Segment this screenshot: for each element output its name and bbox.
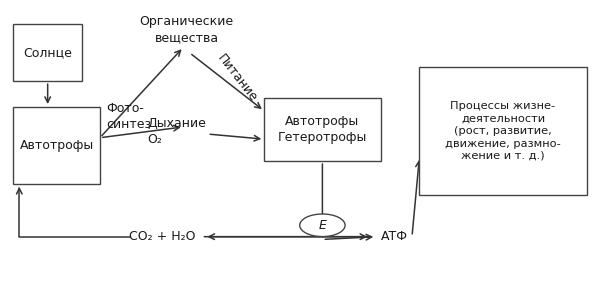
Text: Дыхание
О₂: Дыхание О₂ [148,117,206,146]
Text: Органические
вещества: Органические вещества [139,16,233,44]
Bar [264,98,380,161]
Text: Солнце: Солнце [23,46,72,59]
Text: Автотрофы: Автотрофы [20,139,94,152]
Ellipse shape [300,214,345,236]
Text: Процессы жизне-
деятельности
(рост, развитие,
движение, размно-
жение и т. д.): Процессы жизне- деятельности (рост, разв… [445,101,561,161]
Text: Питание: Питание [215,52,260,105]
Bar [419,67,587,195]
Bar [13,24,82,81]
Text: E: E [319,219,326,232]
Text: АТФ: АТФ [380,230,407,243]
Bar [13,107,100,184]
Text: Фото-
синтез: Фото- синтез [106,103,151,131]
Text: CO₂ + H₂O: CO₂ + H₂O [130,230,196,243]
Text: Автотрофы
Гетеротрофы: Автотрофы Гетеротрофы [278,115,367,144]
